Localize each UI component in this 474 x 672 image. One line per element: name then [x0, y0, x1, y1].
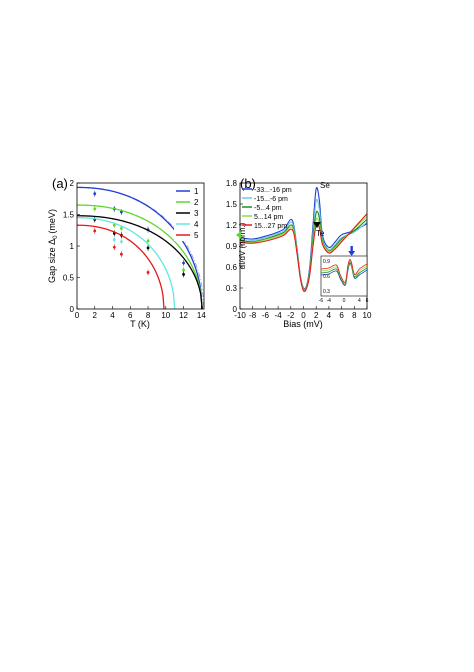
panel-b-x-axis-label: Bias (mV)	[283, 319, 323, 329]
te-marker-triangle	[313, 222, 321, 228]
panel-a-data-point	[93, 192, 97, 196]
panel-b-label: (b)	[240, 176, 256, 191]
svg-text:Gap size Δ0(meV): Gap size Δ0(meV)	[47, 209, 59, 283]
panel-a-x-axis-label: T (K)	[130, 319, 150, 329]
panel-b-x-tick-label: -4	[275, 311, 283, 320]
inset-y-tick-label: 0.3	[323, 289, 330, 295]
panel-b-legend-label: -5...4 pm	[254, 205, 282, 212]
panel-b-x-tick-label: 4	[327, 311, 332, 320]
inset-y-tick-label: 0.9	[323, 259, 330, 265]
panel-b-y-tick-label: 1.5	[226, 200, 238, 209]
panel-b-y-tick-label: 0.9	[226, 242, 238, 251]
inset-x-tick-label: 0	[343, 298, 346, 304]
panel-a-x-tick-label: 14	[197, 311, 206, 320]
panel-b-y-tick-label: 1.8	[226, 179, 238, 188]
panel-b-y-tick-label: 0.3	[226, 284, 238, 293]
panel-a-legend-label: 3	[194, 209, 199, 218]
panel-a-data-point	[112, 238, 116, 242]
panel-a-data-point	[120, 226, 123, 230]
panel-a-x-tick-label: 0	[75, 311, 80, 320]
panel-b-x-tick-label: 10	[363, 311, 372, 320]
panel-b-x-tick-label: -8	[249, 311, 257, 320]
panel-a-legend: 1 2 3 4 5	[174, 185, 203, 241]
panel-b-y-tick-label: 0.6	[226, 263, 238, 272]
panel-b-x-tick-label: 2	[314, 311, 319, 320]
panel-a-data-point	[146, 239, 150, 243]
inset-x-tick-label: 4	[358, 298, 361, 304]
inset-series-line	[320, 259, 368, 283]
panel-a-data-point	[93, 229, 97, 233]
panel-a-x-tick-label: 6	[128, 311, 133, 320]
panel-b-series-line	[239, 213, 368, 292]
inset-x-tick-label: 6	[366, 298, 369, 304]
panel-a-y-label-subscript: 0	[53, 235, 59, 239]
panel-a-data-point	[182, 272, 185, 276]
panel-a-x-tick-label: 4	[110, 311, 115, 320]
panel-a-data-point	[182, 268, 185, 272]
green-side-arrow	[236, 231, 241, 239]
panel-b-legend: -33...-16 pm -15...-6 pm -5...4 pm 5...14 p…	[242, 187, 292, 230]
panel-a-y-tick-label: 1	[70, 242, 75, 251]
panel-a-data-point	[182, 261, 185, 265]
panel-a-legend-label: 4	[194, 220, 199, 229]
panel-b-y-tick-label: 0	[233, 305, 238, 314]
panel-b-x-tick-label: -6	[262, 311, 270, 320]
inset-frame	[320, 255, 368, 297]
panel-b-x-tick-label: 0	[301, 311, 306, 320]
panel-b-y-tick-label: 1.2	[226, 221, 238, 230]
panel-a-data-point	[93, 207, 97, 211]
panel-a-y-axis-label: Gap size Δ0(meV)	[47, 209, 59, 283]
panel-a-y-tick-label: 0.5	[63, 274, 75, 283]
panel-a-data-point	[146, 246, 150, 250]
panel-a-x-tick-label: 8	[146, 311, 151, 320]
annotation-te: Te	[316, 229, 325, 238]
inset-marker-arrow-shaft	[350, 246, 353, 252]
panel-a-series-curve	[77, 204, 203, 310]
panel-a-legend-label: 2	[194, 198, 199, 207]
panel-a-data-point	[146, 271, 150, 274]
inset-y-tick-label: 0.6	[323, 274, 330, 280]
panel-b-x-tick-label: 8	[352, 311, 357, 320]
panel-a-legend-label: 5	[194, 231, 199, 240]
panel-a-x-tick-label: 2	[93, 311, 98, 320]
panel-b-inset: -6 -4 0 4 6 0.3 0.6 0.9	[319, 246, 369, 304]
panel-a-y-tick-label: 2	[70, 179, 75, 188]
panel-b-legend-label: 15...27 pm	[254, 223, 287, 230]
panel-a-data-point	[120, 240, 123, 243]
inset-x-tick-label: -4	[326, 298, 331, 304]
panel-b-y-axis-label: dI/dV (norm.)	[238, 222, 247, 269]
panel-a-series-curve	[77, 217, 176, 310]
panel-b-dIdV-spectra: (b) -10 -8 -6 -4 -2 0 2 4 6 8 1000.30.60.91.21.51.…	[226, 176, 372, 329]
panel-a-series-curve	[77, 215, 203, 310]
panel-b-axes-frame	[239, 182, 368, 310]
panel-a-x-tick-label: 12	[179, 311, 188, 320]
inset-x-tick-label: -6	[319, 298, 324, 304]
panel-b-x-tick-label: -10	[234, 311, 246, 320]
panel-b-x-tick-label: 6	[339, 311, 344, 320]
panel-a-data-point	[112, 223, 116, 227]
panel-a-y-tick-label: 0	[70, 305, 75, 314]
panel-b-legend-label: -15...-6 pm	[254, 196, 288, 203]
panel-a-y-tick-label: 1.5	[63, 211, 75, 220]
panel-a-y-label-unit: (meV)	[47, 209, 57, 234]
panel-b-legend-label: -33...-16 pm	[254, 187, 292, 194]
panel-a-axes-frame	[76, 182, 205, 310]
panel-b-x-tick-label: -2	[287, 311, 295, 320]
inset-marker-arrow-head	[348, 251, 356, 256]
panel-a-data-point	[112, 245, 116, 249]
panel-a-y-label-text: Gap size Δ	[47, 239, 57, 283]
panel-a-data-point	[120, 252, 123, 256]
panel-a-label: (a)	[52, 176, 68, 191]
annotation-se: Se	[320, 181, 330, 190]
panel-a-x-tick-label: 10	[161, 311, 170, 320]
panel-a-series-curve	[77, 224, 165, 310]
panel-b-legend-label: 5...14 pm	[254, 214, 283, 221]
panel-a-legend-label: 1	[194, 187, 199, 196]
